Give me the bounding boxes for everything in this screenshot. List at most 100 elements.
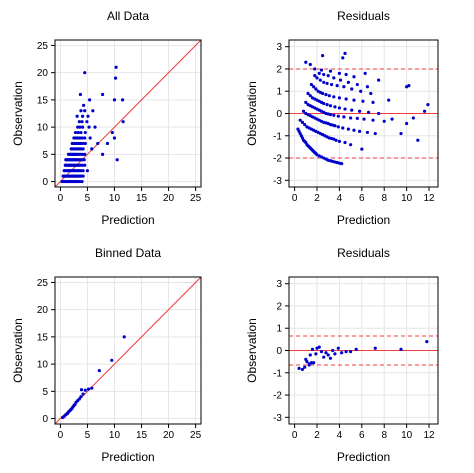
data-point — [308, 62, 312, 67]
data-point — [79, 388, 84, 392]
data-point — [318, 78, 322, 82]
data-point — [122, 335, 126, 339]
x-tick-label: 10 — [109, 430, 121, 441]
data-point — [360, 147, 364, 151]
y-tick-label: 15 — [37, 95, 49, 106]
y-tick-label: -1 — [273, 131, 282, 142]
data-point — [115, 158, 119, 162]
y-tick-label: 20 — [37, 68, 49, 79]
data-point — [297, 366, 301, 370]
x-tick-label: 15 — [136, 430, 148, 441]
data-point — [365, 130, 370, 135]
data-point — [425, 339, 429, 344]
data-point — [407, 84, 411, 88]
data-point — [78, 125, 82, 129]
data-point — [354, 347, 358, 351]
data-point — [349, 143, 353, 147]
data-point — [366, 110, 371, 114]
data-point — [352, 128, 356, 132]
data-point — [341, 56, 345, 60]
data-point — [332, 76, 336, 80]
data-point — [426, 102, 430, 107]
x-tick-label: 0 — [58, 193, 64, 204]
data-point — [79, 109, 83, 113]
chart-panel-1: 0 5 10 15 20 25 0 5 10 15 20 25 All Data Prediction Ob… — [11, 9, 202, 227]
x-axis-label: Prediction — [337, 450, 390, 464]
data-point — [81, 169, 85, 173]
x-tick-label: 10 — [109, 193, 121, 204]
data-point — [326, 74, 330, 78]
data-point — [80, 114, 85, 118]
data-point — [308, 353, 312, 357]
data-point — [322, 72, 326, 77]
data-point — [371, 100, 375, 104]
y-tick-label: 5 — [42, 150, 48, 161]
x-tick-label: 10 — [401, 193, 413, 204]
y-tick-label: 2 — [276, 64, 282, 75]
identity-line — [54, 39, 202, 188]
data-point — [93, 125, 97, 129]
x-axis-label: Prediction — [337, 213, 390, 227]
data-point — [80, 141, 85, 146]
data-point — [100, 152, 105, 156]
y-tick-label: 2 — [276, 301, 282, 312]
data-point — [112, 136, 117, 140]
data-point — [328, 69, 333, 73]
data-point — [76, 130, 80, 135]
chart-title: All Data — [107, 9, 149, 23]
data-point — [96, 141, 100, 146]
data-point — [83, 141, 87, 146]
data-point — [344, 350, 348, 354]
data-point — [86, 114, 90, 118]
y-tick-label: 25 — [37, 278, 49, 289]
data-point — [422, 109, 427, 113]
data-point — [329, 82, 334, 87]
data-point — [87, 125, 91, 129]
data-point — [304, 100, 308, 104]
data-point — [350, 108, 354, 112]
y-axis-label: Observation — [11, 318, 25, 383]
data-point — [81, 174, 85, 178]
data-point — [97, 369, 101, 373]
data-point — [365, 85, 370, 89]
x-tick-label: 20 — [163, 193, 175, 204]
data-point — [312, 361, 316, 365]
plot-frame — [54, 276, 202, 425]
data-point — [355, 116, 359, 120]
x-tick-label: 8 — [381, 193, 387, 204]
data-point — [82, 103, 86, 107]
y-tick-label: 5 — [42, 387, 48, 398]
data-point — [357, 129, 362, 133]
x-tick-label: 12 — [423, 193, 435, 204]
data-point — [105, 141, 110, 146]
x-axis-label: Prediction — [101, 213, 154, 227]
data-point — [300, 120, 305, 125]
data-point — [342, 85, 346, 89]
data-point — [306, 91, 310, 96]
chart-title: Residuals — [337, 9, 390, 23]
data-point — [342, 115, 346, 119]
data-point — [343, 51, 347, 55]
data-point — [324, 351, 328, 355]
data-point — [416, 138, 420, 142]
data-point — [110, 358, 114, 362]
data-point — [304, 60, 308, 64]
x-tick-label: 10 — [401, 430, 413, 441]
data-point — [300, 367, 305, 372]
data-point — [80, 136, 84, 140]
data-point — [303, 123, 307, 127]
data-point — [313, 74, 317, 78]
data-point — [80, 120, 84, 124]
data-point — [90, 147, 94, 151]
data-point — [382, 119, 386, 123]
y-tick-label: 3 — [276, 42, 282, 53]
data-point — [340, 162, 344, 166]
data-point — [303, 365, 307, 369]
y-tick-label: 15 — [37, 332, 49, 343]
data-point — [85, 169, 90, 173]
data-point — [82, 158, 86, 162]
data-point — [349, 350, 353, 354]
data-point — [350, 87, 354, 91]
y-axis-label: Observation — [245, 81, 259, 146]
y-tick-label: 1 — [276, 324, 282, 335]
